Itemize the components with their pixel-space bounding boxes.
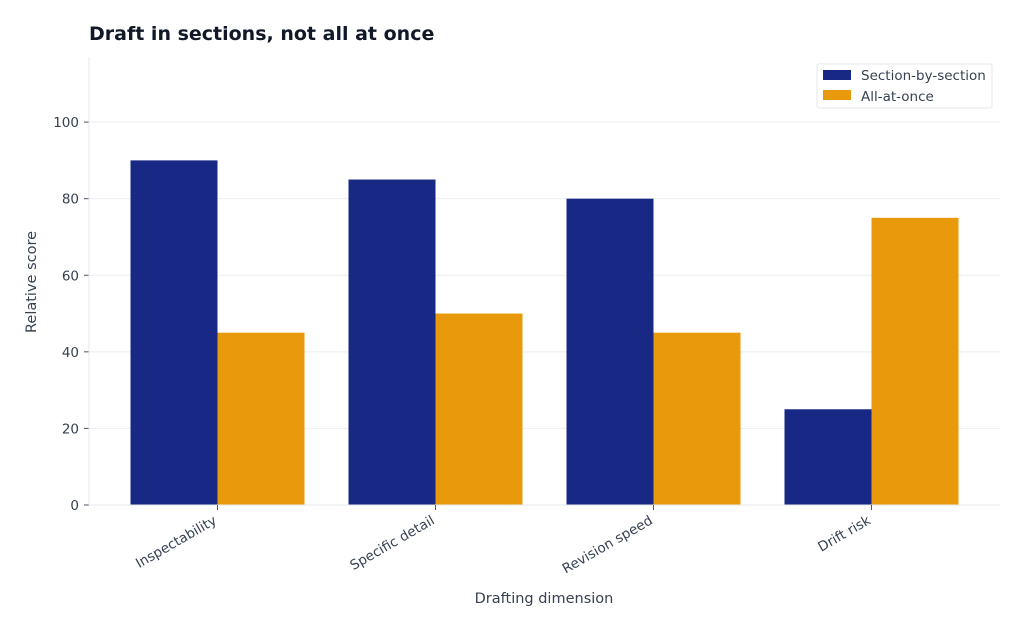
x-tick-label: Specific detail xyxy=(347,513,437,574)
legend-box xyxy=(816,63,993,109)
y-axis: 0 20 40 60 80 100 xyxy=(53,57,90,514)
y-tick-label: 0 xyxy=(70,498,79,514)
y-tick-label: 100 xyxy=(53,115,79,131)
legend-label-section-by-section: Section-by-section xyxy=(861,68,986,84)
bar-section-by-section-drift-risk xyxy=(784,409,872,505)
x-axis-label: Drafting dimension xyxy=(475,591,614,607)
legend-label-all-at-once: All-at-once xyxy=(861,89,934,105)
bar-section-by-section-specific-detail xyxy=(348,179,436,505)
bar-all-at-once-specific-detail xyxy=(435,313,523,505)
bar-all-at-once-drift-risk xyxy=(871,217,959,506)
x-axis: Inspectability Specific detail Revision sp… xyxy=(89,504,1000,578)
bar-section-by-section-revision-speed xyxy=(566,198,654,505)
bar-all-at-once-revision-speed xyxy=(653,332,741,505)
y-tick-label: 20 xyxy=(62,421,79,437)
legend: Section-by-section All-at-once xyxy=(816,63,993,109)
bar-section-by-section-inspectability xyxy=(130,160,218,505)
x-tick-label: Inspectability xyxy=(133,513,219,572)
bars xyxy=(130,160,959,506)
y-tick-label: 40 xyxy=(62,345,79,361)
x-tick-label: Revision speed xyxy=(560,513,656,578)
legend-swatch-section-by-section xyxy=(823,70,851,80)
x-tick-label: Drift risk xyxy=(815,513,873,556)
y-tick-label: 60 xyxy=(62,268,79,284)
y-axis-label: Relative score xyxy=(24,231,40,333)
bar-all-at-once-inspectability xyxy=(217,332,305,505)
y-tick-label: 80 xyxy=(62,192,79,208)
legend-swatch-all-at-once xyxy=(823,90,851,100)
chart-title: Draft in sections, not all at once xyxy=(89,23,434,45)
